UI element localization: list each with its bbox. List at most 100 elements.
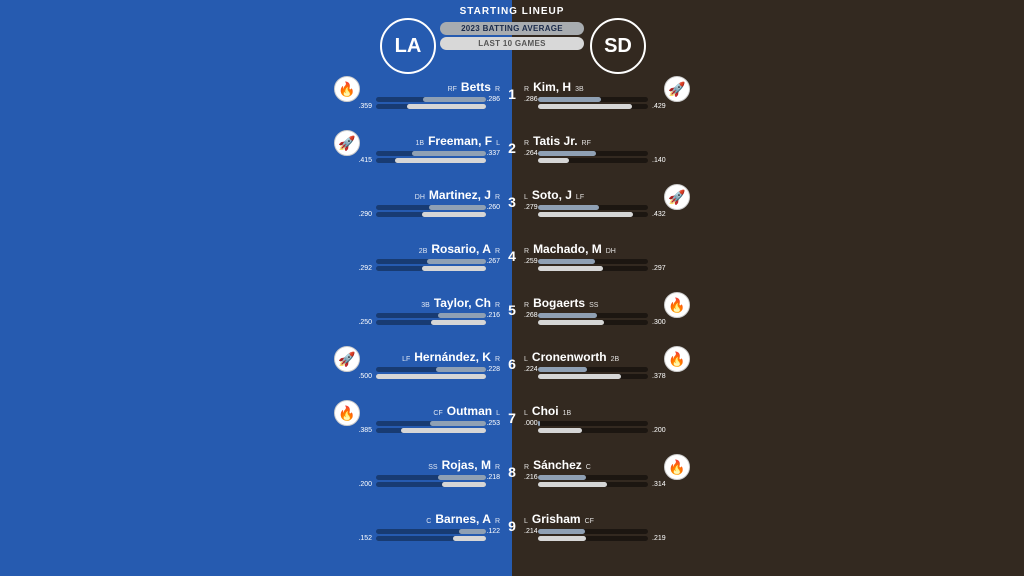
team-left-abbr: LA [395,35,422,58]
stat-value: .297 [652,265,666,272]
stat-value: .200 [652,427,666,434]
batting-order: 4 [508,248,516,264]
player-bars: .267 .292 [340,259,500,271]
player-name: RTatis Jr.RF [524,134,684,148]
player-right: 🔥 RBogaertsSS .268 .300 [524,296,684,325]
player-left: CBarnes, AR .122 .152 [340,512,500,541]
player-right: 🔥 RSánchezC .216 .314 [524,458,684,487]
stat-value: .359 [358,103,372,110]
stat-value: .140 [652,157,666,164]
player-right: LChoi1B .000 .200 [524,404,684,433]
player-name: CFOutmanL [340,404,500,418]
batting-order: 2 [508,140,516,156]
player-bars: .224 .378 [524,367,684,379]
stat-value: .286 [524,96,538,103]
player-bars: .286 .359 [340,97,500,109]
player-bars: .286 .429 [524,97,684,109]
rocket-icon: 🚀 [664,76,690,102]
player-bars: .000 .200 [524,421,684,433]
player-right: 🚀 LSoto, JLF .279 .432 [524,188,684,217]
stat-value: .152 [358,535,372,542]
player-bars: .218 .200 [340,475,500,487]
stat-value: .292 [358,265,372,272]
stat-value: .415 [358,157,372,164]
player-name: DHMartinez, JR [340,188,500,202]
lineup-row: CBarnes, AR .122 .152 9 LGrishamCF [340,512,684,566]
player-bars: .259 .297 [524,259,684,271]
rocket-icon: 🚀 [334,130,360,156]
stat-value: .218 [486,474,500,481]
stat-value: .264 [524,150,538,157]
lineup-row: 🚀 1BFreeman, FL .337 .415 2 RTatis Jr.RF [340,134,684,188]
player-name: 3BTaylor, ChR [340,296,500,310]
stat-value: .000 [524,420,538,427]
player-left: DHMartinez, JR .260 .290 [340,188,500,217]
header-title: STARTING LINEUP [0,6,1024,17]
player-name: LChoi1B [524,404,684,418]
lineup-row: 🚀 LFHernández, KR .228 .500 6 🔥 LCronenw… [340,350,684,404]
player-right: RMachado, MDH .259 .297 [524,242,684,271]
lineup-row: 2BRosario, AR .267 .292 4 RMachado, MDH [340,242,684,296]
rocket-icon: 🚀 [664,184,690,210]
player-name: RKim, H3B [524,80,684,94]
player-bars: .228 .500 [340,367,500,379]
player-bars: .260 .290 [340,205,500,217]
player-bars: .122 .152 [340,529,500,541]
player-name: RMachado, MDH [524,242,684,256]
lineup-row: SSRojas, MR .218 .200 8 🔥 RSánchezC [340,458,684,512]
batting-order: 1 [508,86,516,102]
batting-order: 3 [508,194,516,210]
batting-order: 6 [508,356,516,372]
stat-value: .260 [486,204,500,211]
player-bars: .279 .432 [524,205,684,217]
batting-order: 7 [508,410,516,426]
team-right-logo: SD [590,18,646,74]
player-left: 2BRosario, AR .267 .292 [340,242,500,271]
stat-value: .253 [486,420,500,427]
stat-value: .250 [358,319,372,326]
stat-value: .337 [486,150,500,157]
fire-icon: 🔥 [334,76,360,102]
stat-value: .216 [486,312,500,319]
player-bars: .253 .385 [340,421,500,433]
legend-season: 2023 BATTING AVERAGE [440,22,584,35]
player-right: LGrishamCF .214 .219 [524,512,684,541]
lineup: 🔥 RFBettsR .286 .359 1 🚀 RKim, H3B [340,80,684,566]
stat-value: .385 [358,427,372,434]
player-name: RSánchezC [524,458,684,472]
stat-value: .228 [486,366,500,373]
stat-value: .500 [358,373,372,380]
player-left: 🚀 LFHernández, KR .228 .500 [340,350,500,379]
player-left: 🚀 1BFreeman, FL .337 .415 [340,134,500,163]
batting-order: 8 [508,464,516,480]
batting-order: 5 [508,302,516,318]
player-bars: .214 .219 [524,529,684,541]
player-name: LFHernández, KR [340,350,500,364]
stat-value: .259 [524,258,538,265]
player-name: SSRojas, MR [340,458,500,472]
stat-value: .432 [652,211,666,218]
player-name: 2BRosario, AR [340,242,500,256]
player-bars: .268 .300 [524,313,684,325]
lineup-row: 🔥 RFBettsR .286 .359 1 🚀 RKim, H3B [340,80,684,134]
player-name: RBogaertsSS [524,296,684,310]
stat-value: .224 [524,366,538,373]
stat-value: .200 [358,481,372,488]
player-bars: .216 .250 [340,313,500,325]
player-left: 🔥 CFOutmanL .253 .385 [340,404,500,433]
player-name: LGrishamCF [524,512,684,526]
lineup-row: DHMartinez, JR .260 .290 3 🚀 LSoto, JLF [340,188,684,242]
stat-value: .267 [486,258,500,265]
player-right: 🚀 RKim, H3B .286 .429 [524,80,684,109]
player-name: LCronenworth2B [524,350,684,364]
player-left: 3BTaylor, ChR .216 .250 [340,296,500,325]
player-bars: .337 .415 [340,151,500,163]
player-bars: .264 .140 [524,151,684,163]
player-name: 1BFreeman, FL [340,134,500,148]
lineup-row: 🔥 CFOutmanL .253 .385 7 LChoi1B [340,404,684,458]
fire-icon: 🔥 [334,400,360,426]
team-left-logo: LA [380,18,436,74]
stat-value: .429 [652,103,666,110]
player-bars: .216 .314 [524,475,684,487]
stat-value: .216 [524,474,538,481]
